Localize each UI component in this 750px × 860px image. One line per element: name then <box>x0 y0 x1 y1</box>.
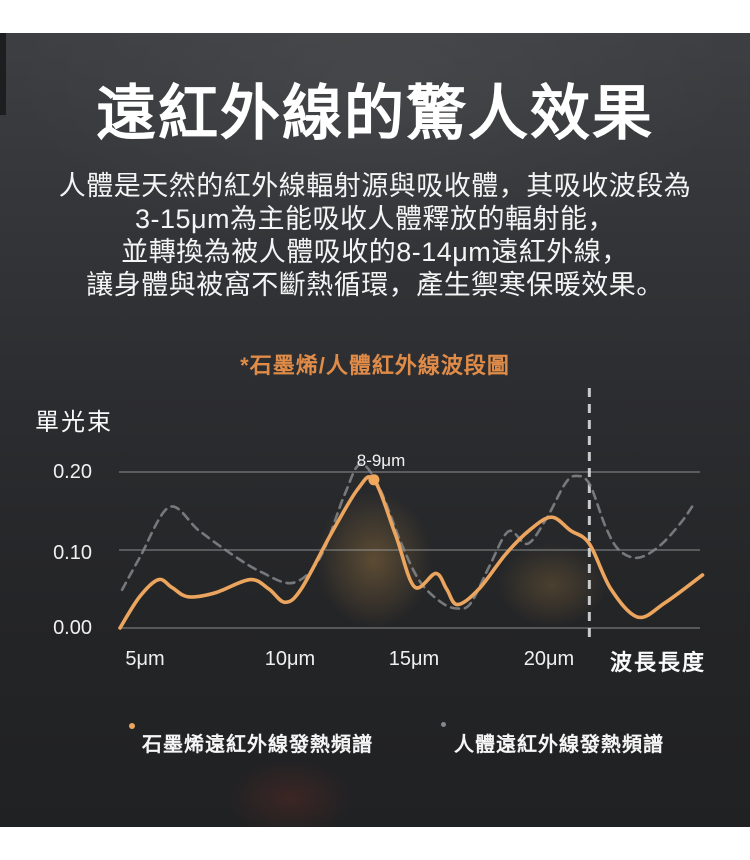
dark-panel-background <box>0 33 750 827</box>
left-edge-strip <box>0 33 6 115</box>
